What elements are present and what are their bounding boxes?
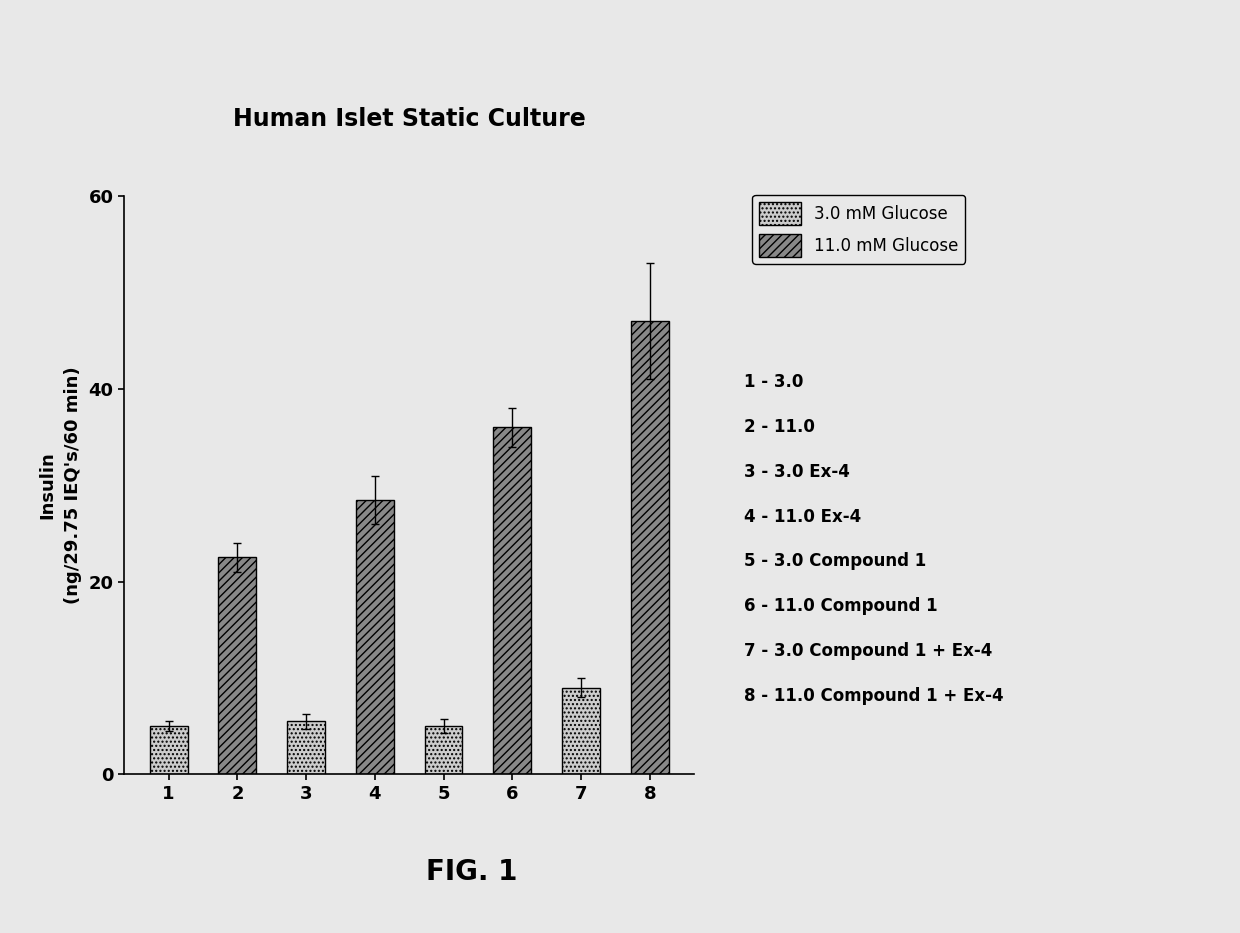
Bar [562, 688, 600, 774]
Text: 4 - 11.0 Ex-4: 4 - 11.0 Ex-4 [744, 508, 862, 525]
Bar [150, 726, 187, 774]
Text: Human Islet Static Culture: Human Islet Static Culture [233, 106, 585, 131]
Legend: 3.0 mM Glucose, 11.0 mM Glucose: 3.0 mM Glucose, 11.0 mM Glucose [753, 195, 965, 264]
Y-axis label: Insulin
(ng/29.75 IEQ's/60 min): Insulin (ng/29.75 IEQ's/60 min) [38, 367, 82, 604]
Bar [494, 427, 531, 774]
Text: 7 - 3.0 Compound 1 + Ex-4: 7 - 3.0 Compound 1 + Ex-4 [744, 642, 992, 660]
Text: 2 - 11.0: 2 - 11.0 [744, 418, 815, 436]
Bar [424, 726, 463, 774]
Text: 1 - 3.0: 1 - 3.0 [744, 373, 804, 391]
Text: 8 - 11.0 Compound 1 + Ex-4: 8 - 11.0 Compound 1 + Ex-4 [744, 687, 1003, 704]
Bar [288, 721, 325, 774]
Text: 6 - 11.0 Compound 1: 6 - 11.0 Compound 1 [744, 597, 937, 615]
Text: 3 - 3.0 Ex-4: 3 - 3.0 Ex-4 [744, 463, 849, 480]
Text: FIG. 1: FIG. 1 [425, 858, 517, 886]
Bar [218, 557, 257, 774]
Text: 5 - 3.0 Compound 1: 5 - 3.0 Compound 1 [744, 552, 926, 570]
Bar [356, 500, 394, 774]
Bar [631, 321, 668, 774]
